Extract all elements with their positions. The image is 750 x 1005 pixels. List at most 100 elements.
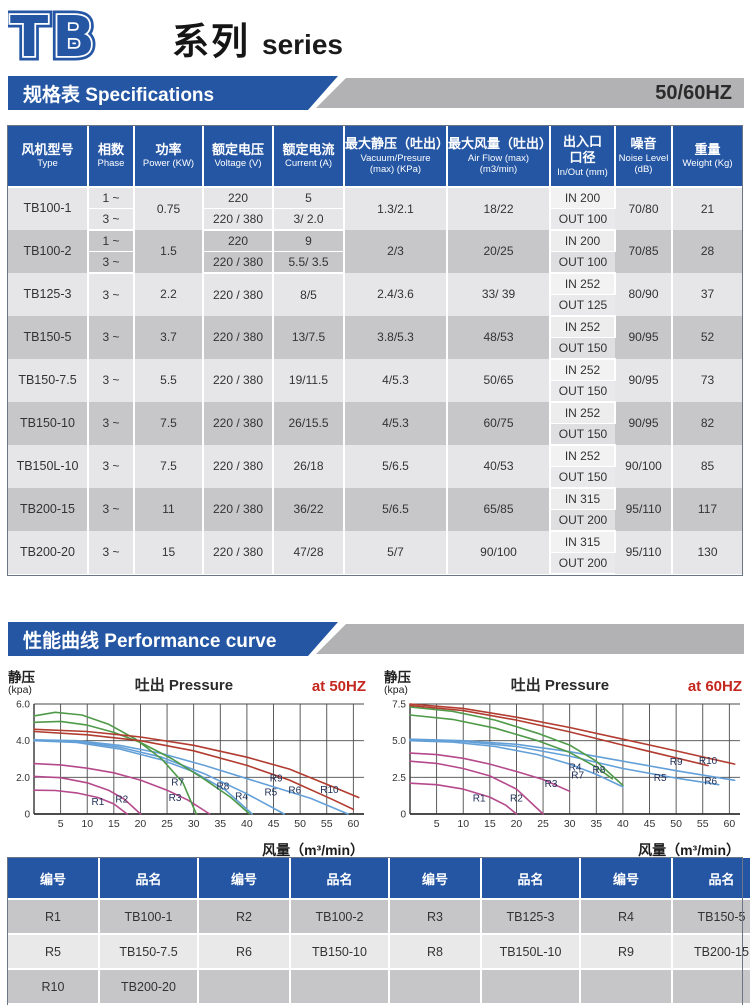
legend-header-cell-name: 品名 (98, 858, 199, 900)
spec-header-cell-1: 相数 Phase (87, 126, 135, 188)
spec-cell-current: 3/ 2.0 (273, 208, 345, 231)
legend-cell-name: TB125-3 (480, 898, 581, 935)
spec-cell-airflow: 40/53 (447, 445, 551, 488)
spec-cell-power: 7.5 (134, 445, 204, 488)
spec-cell-model: TB125-3 (8, 273, 89, 316)
spec-cell-voltage: 220 (203, 230, 274, 252)
spec-cell-inout: IN 200 (550, 187, 616, 209)
legend-cell-name (671, 968, 750, 1005)
spec-cell-weight: 37 (672, 273, 742, 316)
legend-cell-name: TB100-2 (289, 898, 390, 935)
legend-header-cell-name: 品名 (671, 858, 750, 900)
chart-title-60hz: 吐出 Pressure (510, 677, 610, 694)
spec-cell-noise: 90/95 (615, 316, 673, 359)
curve-label-R6: R6 (704, 777, 717, 788)
spec-cell-airflow: 33/ 39 (447, 273, 551, 316)
spec-cell-model: TB150L-10 (8, 445, 89, 488)
spec-cell-weight: 130 (672, 531, 742, 574)
x-tick-label: 40 (617, 818, 629, 830)
spec-cell-voltage: 220 / 380 (203, 445, 274, 488)
legend-cell-code: R9 (579, 933, 673, 970)
spec-cell-vacuum: 1.3/2.1 (344, 187, 448, 230)
spec-cell-phase: 3 ~ (88, 445, 135, 488)
performance-curve-banner: 性能曲线 Performance curve (8, 622, 744, 656)
curve-label-R5: R5 (264, 788, 277, 799)
x-tick-label: 55 (321, 818, 333, 830)
curve-R6 (33, 739, 349, 815)
spec-table-header: 风机型号 Type 相数 Phase 功率 Power (KW) 额定电压 Voltage (… (8, 126, 742, 188)
legend-cell-code: R5 (8, 933, 100, 970)
chart-freq-60hz: at 60HZ (687, 678, 742, 695)
legend-header-cell-code: 编号 (579, 858, 673, 900)
specifications-banner: 50/60HZ 规格表 Specifications (8, 76, 744, 110)
x-axis-label-50hz: 风量（m³/min） (262, 842, 364, 858)
y-tick-label: 2.0 (16, 773, 30, 784)
legend-cell-name (480, 968, 581, 1005)
spec-row: OUT 125 (8, 294, 742, 317)
legend-header-cell-code: 编号 (388, 858, 482, 900)
spec-row: TB200-15 3 ~11 220 / 380 36/22 5/6.5 65/85 IN … (8, 488, 742, 531)
spec-row: TB125-3 3 ~2.2 220 / 380 8/5 2.4/3.6 33/ 39 IN… (8, 273, 742, 316)
spec-cell-voltage: 220 / 380 (203, 359, 274, 402)
spec-cell-airflow: 60/75 (447, 402, 551, 445)
curve-R2 (33, 775, 142, 815)
legend-cell-code (388, 968, 482, 1005)
legend-cell-code: R6 (197, 933, 291, 970)
spec-cell-phase: 1 ~ (88, 187, 135, 209)
x-tick-label: 50 (294, 818, 306, 830)
spec-cell-power: 3.7 (134, 316, 204, 359)
curve-label-R2: R2 (115, 795, 128, 806)
spec-cell-vacuum: 4/5.3 (344, 359, 448, 402)
curve-label-R4: R4 (569, 763, 582, 774)
spec-cell-phase: 1 ~ (88, 230, 135, 252)
x-tick-label: 45 (644, 818, 656, 830)
spec-cell-phase: 3 ~ (88, 531, 135, 574)
curve-R3 (33, 762, 211, 815)
chart-title-50hz: 吐出 Pressure (134, 677, 234, 694)
curve-label-R8: R8 (217, 781, 230, 792)
spec-cell-airflow: 90/100 (447, 531, 551, 574)
curve-R1 (409, 782, 518, 815)
curve-R10 (33, 728, 360, 799)
spec-row: 3 ~ 220 / 380 5.5/ 3.5 OUT 100 (8, 251, 742, 274)
x-tick-label: 45 (268, 818, 280, 830)
spec-cell-weight: 21 (672, 187, 742, 230)
plot-area-50hz: 0 2.0 4.0 6.0 5 10 15 20 25 30 35 40 45 50 55 60 R1 R2 R3 R… (16, 700, 364, 830)
legend-cell-name: TB100-1 (98, 898, 199, 935)
legend-table-container: 编号 品名 编号 品名 编号 品名 编号 品名 R1 TB100-1 R2 TB100-2 R3 TB1… (7, 857, 750, 1005)
spec-cell-inout: OUT 200 (550, 509, 615, 532)
curve-R2 (409, 760, 544, 815)
spec-cell-current: 26/15.5 (273, 402, 345, 445)
curve-R3 (409, 752, 571, 793)
spec-cell-inout: OUT 200 (550, 552, 615, 575)
spec-row: TB100-1 1 ~0.75 220 5 1.3/2.1 18/22 IN 200 70/8… (8, 187, 742, 230)
spec-cell-model: TB200-15 (8, 488, 89, 531)
spec-cell-inout: OUT 150 (550, 380, 615, 403)
spec-cell-power: 5.5 (134, 359, 204, 402)
curve-R10 (409, 703, 736, 765)
spec-cell-inout: IN 252 (550, 445, 616, 467)
legend-cell-name: TB150-5 (671, 898, 750, 935)
curve-label-R4: R4 (235, 792, 248, 803)
legend-cell-name (289, 968, 390, 1005)
y-tick-label: 7.5 (392, 700, 406, 711)
spec-cell-noise: 95/110 (615, 488, 673, 531)
spec-row: OUT 150 (8, 423, 742, 446)
spec-row: TB150-10 3 ~7.5 220 / 380 26/15.5 4/5.3 60/75… (8, 402, 742, 445)
spec-cell-voltage: 220 / 380 (203, 531, 274, 574)
legend-cell-code: R4 (579, 898, 673, 935)
spec-cell-weight: 85 (672, 445, 742, 488)
spec-cell-voltage: 220 / 380 (203, 208, 274, 231)
legend-table-body: R1 TB100-1 R2 TB100-2 R3 TB125-3 R4 TB150-5 R5 TB… (8, 898, 750, 1005)
spec-cell-vacuum: 4/5.3 (344, 402, 448, 445)
spec-cell-inout: OUT 100 (550, 208, 615, 231)
curve-label-R6: R6 (288, 785, 301, 796)
legend-cell-code (197, 968, 291, 1005)
series-label-en: series (262, 29, 343, 60)
legend-table-header: 编号 品名 编号 品名 编号 品名 编号 品名 (8, 858, 750, 900)
curve-label-R1: R1 (91, 797, 104, 808)
spec-cell-noise: 90/95 (615, 402, 673, 445)
spec-cell-vacuum: 2/3 (344, 230, 448, 273)
spec-cell-inout: OUT 100 (550, 251, 615, 274)
spec-cell-inout: IN 200 (550, 230, 616, 252)
